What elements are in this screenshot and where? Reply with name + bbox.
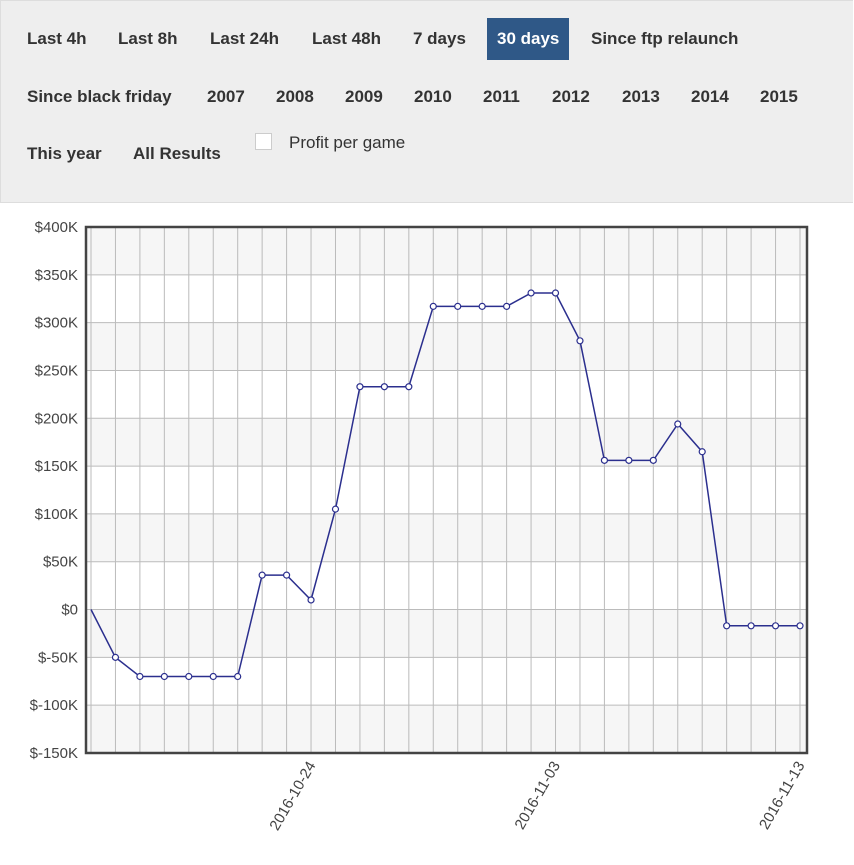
- profit-per-game-checkbox[interactable]: [255, 133, 272, 150]
- data-point: [405, 383, 413, 391]
- plot-frame: [84, 225, 809, 755]
- y-tick-label: $-100K: [30, 697, 78, 714]
- data-point: [307, 596, 315, 604]
- filter-2011-button[interactable]: 2011: [483, 87, 520, 106]
- filter-2013-button[interactable]: 2013: [622, 87, 660, 106]
- filter-30-days-button[interactable]: 30 days: [487, 18, 570, 60]
- chart-band: [86, 418, 807, 467]
- y-tick-label: $-50K: [38, 649, 78, 666]
- chart-vertical-grid: [90, 227, 801, 753]
- chart-frame: [84, 225, 809, 755]
- period-filter-panel: Last 4h Last 8h Last 24h Last 48h 7 days…: [0, 0, 853, 203]
- data-point: [625, 456, 633, 464]
- data-point: [527, 289, 535, 297]
- y-tick-label: $400K: [35, 219, 78, 236]
- y-tick-label: $300K: [35, 315, 78, 332]
- x-tick-label: 2016-11-03: [511, 759, 564, 833]
- filter-all-results-button[interactable]: All Results: [133, 144, 221, 163]
- filter-2009-button[interactable]: 2009: [345, 87, 383, 106]
- data-point: [674, 420, 682, 428]
- data-point: [356, 383, 364, 391]
- filter-since-ftp-relaunch-button[interactable]: Since ftp relaunch: [591, 29, 739, 48]
- chart-points: [111, 289, 804, 681]
- filter-2008-button[interactable]: 2008: [276, 87, 314, 106]
- series-line: [90, 292, 800, 678]
- data-point: [136, 672, 144, 681]
- chart-band: [86, 513, 807, 562]
- data-point: [551, 289, 560, 297]
- chart-series: [90, 292, 800, 678]
- data-point: [185, 672, 193, 681]
- filter-last-24h-button[interactable]: Last 24h: [210, 29, 279, 48]
- data-point: [503, 302, 511, 310]
- y-tick-label: $350K: [35, 267, 78, 284]
- x-tick-label: 2016-11-13: [756, 759, 809, 833]
- filter-last-8h-button[interactable]: Last 8h: [118, 29, 178, 48]
- data-point: [111, 653, 120, 661]
- filter-2014-button[interactable]: 2014: [691, 87, 729, 106]
- profit-line-chart: $400K $350K $300K $250K $200K $150K $100K $50K $…: [30, 219, 809, 834]
- y-tick-label: $150K: [35, 458, 78, 475]
- data-point: [209, 672, 217, 681]
- y-tick-label: $200K: [35, 410, 78, 427]
- data-point: [649, 456, 657, 464]
- chart-band: [86, 322, 807, 371]
- data-point: [796, 622, 804, 630]
- y-tick-label: $250K: [35, 362, 78, 379]
- data-point: [331, 505, 340, 513]
- filter-2010-button[interactable]: 2010: [414, 87, 452, 106]
- chart-bands: [86, 227, 807, 753]
- filter-2015-button[interactable]: 2015: [760, 87, 798, 106]
- filter-2012-button[interactable]: 2012: [552, 87, 590, 106]
- data-point: [698, 448, 706, 456]
- data-point: [234, 672, 242, 681]
- profit-per-game-label: Profit per game: [289, 133, 406, 152]
- data-point: [478, 302, 486, 310]
- x-axis-ticks: 2016-10-24 2016-11-03 2016-11-13: [266, 759, 808, 834]
- filter-7-days-button[interactable]: 7 days: [413, 29, 466, 48]
- data-point: [576, 337, 584, 345]
- chart-band: [86, 705, 807, 753]
- data-point: [771, 622, 780, 630]
- filter-this-year-button[interactable]: This year: [27, 144, 102, 163]
- x-tick-label: 2016-10-24: [266, 759, 319, 834]
- y-tick-label: $100K: [35, 506, 78, 523]
- filter-2007-button[interactable]: 2007: [207, 87, 245, 106]
- data-point: [747, 622, 755, 630]
- y-tick-label: $-150K: [30, 745, 78, 762]
- chart-band: [86, 227, 807, 275]
- chart-band: [86, 609, 807, 658]
- filter-last-4h-button[interactable]: Last 4h: [27, 29, 87, 48]
- data-point: [258, 571, 266, 579]
- filter-last-48h-button[interactable]: Last 48h: [312, 29, 381, 48]
- data-point: [723, 622, 731, 630]
- data-point: [282, 571, 291, 579]
- y-tick-label: $50K: [43, 554, 78, 571]
- data-point: [454, 302, 462, 310]
- y-tick-label: $0: [61, 602, 78, 619]
- data-point: [380, 383, 388, 391]
- data-point: [429, 302, 437, 310]
- data-point: [160, 672, 168, 681]
- y-axis-ticks: $400K $350K $300K $250K $200K $150K $100K $50K $…: [30, 219, 78, 762]
- data-point: [600, 456, 609, 464]
- filter-since-black-friday-button[interactable]: Since black friday: [27, 87, 172, 106]
